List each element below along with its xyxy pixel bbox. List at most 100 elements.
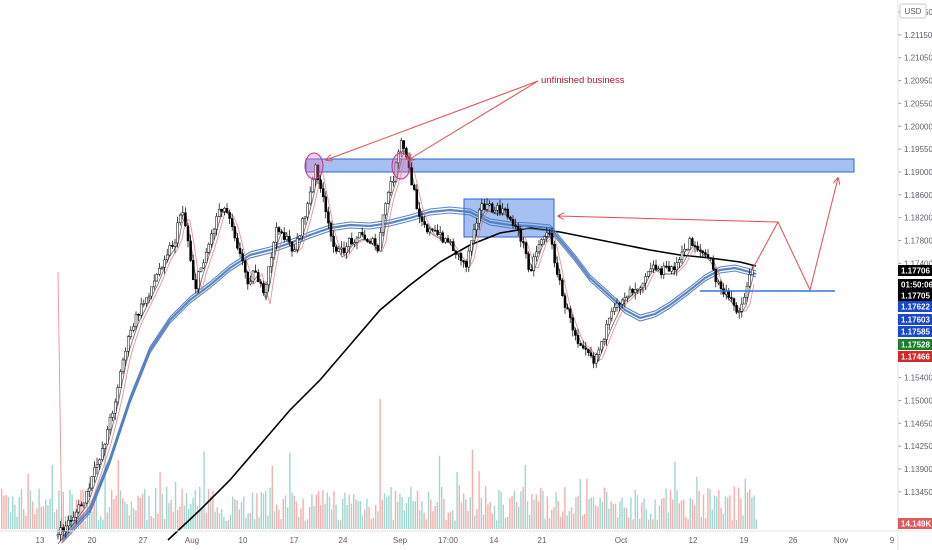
volume-bar <box>691 499 694 529</box>
volume-bar <box>141 493 144 529</box>
candle-body <box>672 266 676 271</box>
candle-body <box>267 266 270 285</box>
volume-bar <box>630 497 632 529</box>
candle-body <box>446 238 450 242</box>
candle-body <box>241 253 244 262</box>
candle-body <box>90 476 94 489</box>
volume-bar <box>467 510 469 529</box>
candle-body <box>363 234 367 240</box>
volume-bar <box>124 501 126 529</box>
candle-body <box>87 487 91 492</box>
volume-bar <box>203 451 205 529</box>
volume-bar <box>97 519 100 529</box>
volume-bar <box>476 509 478 529</box>
volume-bar <box>414 501 416 529</box>
volume-bar <box>522 486 524 529</box>
candle-body <box>639 287 642 290</box>
volume-bar <box>751 497 753 529</box>
volume-bar <box>216 507 218 529</box>
volume-bar <box>166 486 168 529</box>
price-tag-label: 01:50:06 <box>901 281 932 290</box>
volume-bar <box>579 479 581 529</box>
volume-bar <box>619 501 621 529</box>
volume-bar <box>108 507 111 529</box>
candle-body <box>95 464 99 468</box>
volume-bar <box>502 504 504 529</box>
candle-body <box>511 219 515 226</box>
candle-body <box>56 534 60 537</box>
drawings: unfinished business <box>304 75 838 292</box>
volume-bar <box>210 496 212 529</box>
candle-body <box>485 204 489 210</box>
price-tag-box <box>898 351 932 362</box>
volume-bar <box>729 495 731 529</box>
volume-bar <box>493 505 496 529</box>
volume-bar <box>161 493 163 529</box>
volume-bar <box>672 499 674 529</box>
candle-body <box>735 305 738 313</box>
volume-bar <box>423 512 425 529</box>
volume-bar <box>707 488 709 529</box>
candle-body <box>459 253 463 262</box>
volume-bar <box>496 520 498 529</box>
volume-bar <box>654 499 656 529</box>
volume-bar <box>201 509 203 529</box>
volume-bar <box>337 519 339 529</box>
volume-bars <box>1 399 757 529</box>
candle-body <box>545 232 549 237</box>
candle-body <box>145 297 148 304</box>
candle-body <box>314 164 317 180</box>
volume-bar <box>320 504 322 529</box>
volume-bar <box>148 495 150 529</box>
candle-body <box>80 504 83 507</box>
candle-body <box>264 284 268 294</box>
volume-bar <box>680 500 683 529</box>
volume-bar <box>749 489 751 529</box>
volume-bar <box>36 508 38 529</box>
candle-body <box>410 167 413 186</box>
volume-bar <box>14 504 16 529</box>
volume-bar <box>126 504 128 529</box>
volume-bar <box>724 496 727 529</box>
x-tick-label: 10 <box>239 536 248 545</box>
candle-body <box>696 245 699 251</box>
candle-body <box>358 232 361 239</box>
volume-bar <box>566 515 568 529</box>
candle-body <box>665 265 668 268</box>
candle-body <box>69 520 73 522</box>
volume-bar <box>443 499 445 529</box>
volume-bar <box>236 500 238 529</box>
volume-bar <box>584 513 586 529</box>
volume-bar <box>5 494 7 529</box>
candle-body <box>691 238 694 246</box>
volume-bar <box>427 491 430 529</box>
candle-body <box>579 343 582 346</box>
volume-bar <box>278 509 280 529</box>
candle-body <box>477 209 481 224</box>
candle-body <box>353 242 356 245</box>
candle-body <box>420 216 424 222</box>
volume-bar <box>676 490 678 529</box>
volume-bar <box>744 478 746 529</box>
volume-bar <box>700 517 702 529</box>
candle-body <box>342 247 346 253</box>
candle-body <box>194 279 198 290</box>
volume-bar <box>82 489 84 529</box>
candle-body <box>657 268 660 271</box>
candle-body <box>285 236 289 240</box>
volume-bar <box>652 519 654 529</box>
volume-bar <box>669 489 672 529</box>
candle-body <box>574 329 577 336</box>
volume-bar <box>601 502 603 529</box>
y-tick-label: 1.21050 <box>904 54 932 63</box>
y-tick-label: 1.20000 <box>904 122 932 131</box>
x-tick-label: 12 <box>689 536 698 545</box>
volume-bar <box>104 443 106 529</box>
x-tick-label: 19 <box>740 536 749 545</box>
candle-body <box>82 502 86 506</box>
candle-body <box>225 208 229 213</box>
candle-body <box>561 279 564 296</box>
candle-body <box>121 359 125 372</box>
time-axis[interactable]: 13 20 27 Aug 10 17 24 Sep 17:00 14 21 Oct 12 19 26 Nov 9 <box>0 530 932 545</box>
